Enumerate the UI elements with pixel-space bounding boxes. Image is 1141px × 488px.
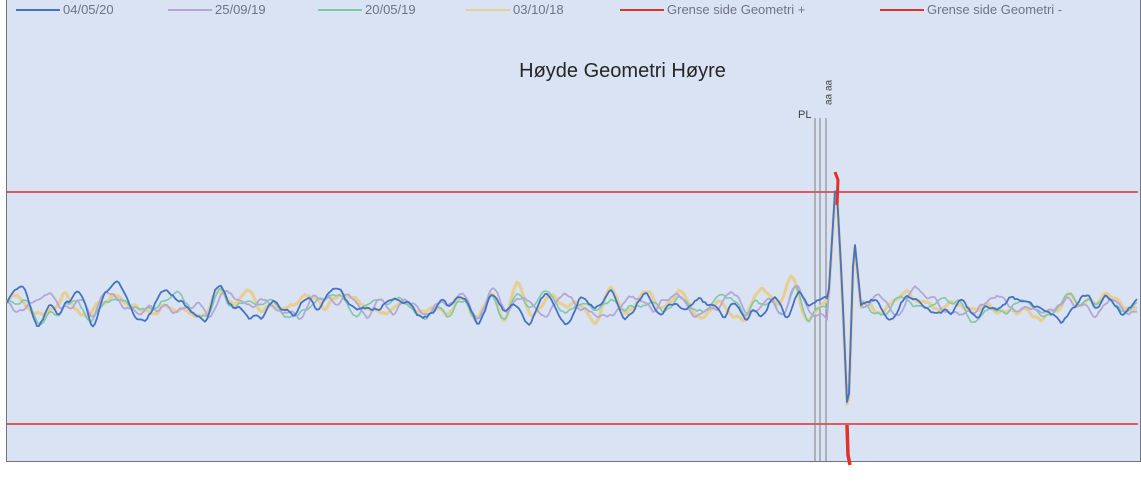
legend-label: 04/05/20 [63, 2, 114, 17]
legend-label: Grense side Geometri - [927, 2, 1063, 17]
legend-item: 03/10/18 [466, 2, 564, 17]
series-line-04-05-20 [6, 190, 1138, 403]
legend-label: 20/05/19 [365, 2, 416, 17]
marker-label: ɐɐ [823, 94, 834, 106]
legend-label: 25/09/19 [215, 2, 266, 17]
spike-trough-mark [845, 424, 852, 466]
legend-item: 25/09/19 [168, 2, 266, 17]
marker-label: ɐɐ [823, 80, 834, 92]
chart-frame [6, 0, 1141, 462]
legend-swatch [318, 8, 362, 11]
spike-peak-mark [833, 171, 840, 206]
legend-swatch [620, 8, 664, 11]
legend-swatch [168, 8, 212, 11]
legend-swatch [16, 8, 60, 11]
chart-title: Høyde Geometri Høyre [519, 60, 726, 82]
legend-item: Grense side Geometri - [880, 2, 1062, 17]
legend-item: Grense side Geometri + [620, 2, 805, 17]
legend-item: 20/05/19 [318, 2, 416, 17]
legend-label: 03/10/18 [513, 2, 564, 17]
series-line-25-09-19 [6, 191, 1137, 404]
marker-label: PL [798, 109, 811, 121]
legend-swatch [880, 8, 924, 11]
legend-label: Grense side Geometri + [667, 2, 806, 17]
legend-swatch [466, 8, 510, 11]
chart-legend: 04/05/20 25/09/19 20/05/19 03/10/18 Gren… [0, 2, 1141, 22]
legend-item: 04/05/20 [16, 2, 114, 17]
